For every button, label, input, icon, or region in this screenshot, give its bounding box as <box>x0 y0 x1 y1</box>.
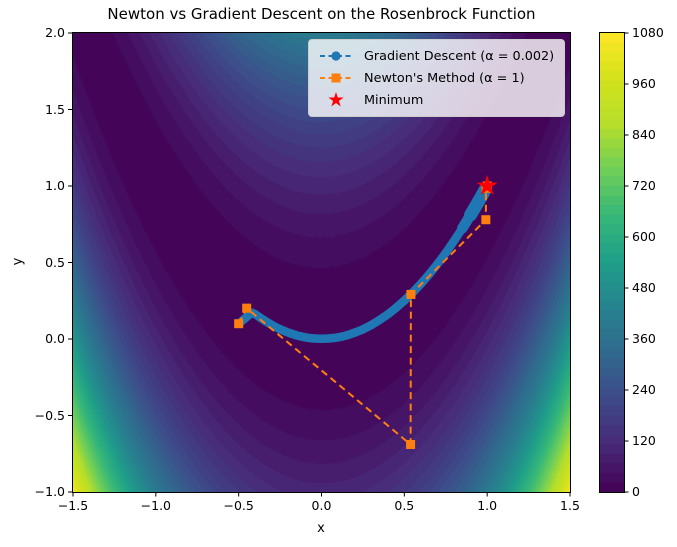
legend: Gradient Descent (α = 0.002) Newton's Met… <box>308 39 566 117</box>
colorbar-tick-label: 360 <box>632 331 656 346</box>
chart-title: Newton vs Gradient Descent on the Rosenb… <box>107 5 536 23</box>
colorbar-tick-label: 240 <box>632 382 656 397</box>
y-tick-label: 0.5 <box>45 254 65 270</box>
x-tick-label: 0.5 <box>394 498 415 513</box>
x-tick-label: −0.5 <box>223 498 254 513</box>
legend-entry-label: Newton's Method (α = 1) <box>364 70 525 86</box>
colorbar-tick-label: 720 <box>632 178 656 193</box>
y-tick-label: 1.5 <box>45 101 65 117</box>
colorbar-tick-label: 1080 <box>632 25 664 40</box>
colorbar-tick-label: 0 <box>632 484 640 499</box>
colorbar-tick-label: 600 <box>632 229 656 244</box>
x-tick-label: 1.0 <box>477 498 498 513</box>
x-tick-label: 0.0 <box>311 498 332 513</box>
legend-marker-square-icon <box>320 73 352 83</box>
y-tick-label: 2.0 <box>45 25 65 40</box>
legend-entry: Gradient Descent (α = 0.002) <box>319 46 554 66</box>
y-tick-label: 0.0 <box>45 331 65 346</box>
colorbar-tick-label: 120 <box>632 433 656 448</box>
y-tick-label: 1.0 <box>45 178 65 193</box>
x-tick-label: 1.5 <box>560 498 580 513</box>
colorbar-tick-label: 480 <box>632 280 656 295</box>
legend-entry: Minimum <box>319 90 554 110</box>
legend-entry-label: Gradient Descent (α = 0.002) <box>364 48 555 64</box>
colorbar-tick-label: 840 <box>632 127 656 142</box>
colorbar <box>600 33 624 492</box>
legend-entry: Newton's Method (α = 1) <box>319 68 554 88</box>
legend-entry-label: Minimum <box>364 92 424 108</box>
x-tick-label: −1.0 <box>140 498 171 513</box>
x-axis-label: x <box>317 521 325 536</box>
y-tick-label: −0.5 <box>34 407 65 423</box>
colorbar-tick-label: 960 <box>632 76 656 91</box>
legend-marker-circle-icon <box>320 51 352 61</box>
legend-marker-star-icon <box>328 92 344 107</box>
y-tick-label: −1.0 <box>34 484 65 499</box>
x-tick-label: −1.5 <box>57 498 89 513</box>
